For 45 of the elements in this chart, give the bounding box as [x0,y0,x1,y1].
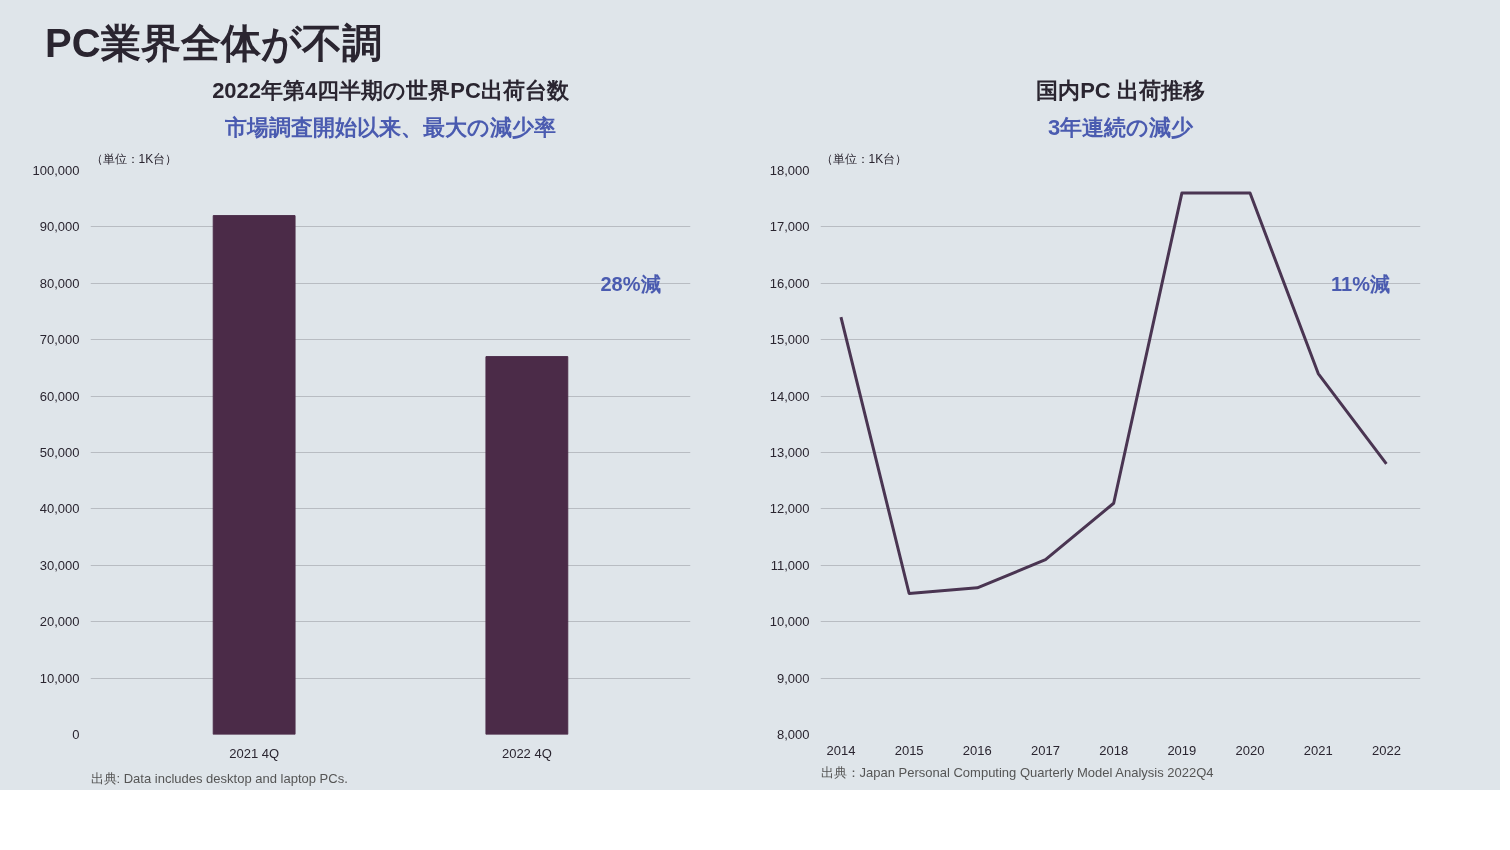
annotation: 11%減 [1331,272,1390,295]
y-tick-label: 18,000 [769,163,810,178]
y-tick-label: 80,000 [39,275,80,291]
y-axis-title: （単位：1K台） [820,151,908,166]
y-tick-label: 0 [72,727,80,742]
x-tick-label: 2015 [894,742,924,758]
y-tick-label: 8,000 [776,727,810,742]
y-tick-label: 10,000 [39,670,80,686]
x-tick-label: 2019 [1167,742,1197,758]
x-tick-label: 2022 4Q [501,745,552,761]
line-series [839,191,1388,595]
x-tick-label: 2018 [1099,742,1129,758]
y-tick-label: 50,000 [39,445,80,460]
chart-subtitle: 市場調査開始以来、最大の減少率 [224,114,556,140]
x-tick-label: 2021 [1303,742,1333,758]
y-tick-label: 15,000 [769,332,810,348]
x-tick-label: 2020 [1235,742,1265,758]
text: PC業界全体が不調 [45,20,382,67]
y-tick-label: 90,000 [39,219,80,235]
x-tick-label: 2021 4Q [229,745,280,761]
y-tick-label: 20,000 [39,614,80,630]
x-tick-label: 2014 [826,742,856,758]
x-tick-label: 2017 [1031,742,1060,758]
y-tick-label: 9,000 [776,670,810,686]
y-tick-label: 11,000 [770,557,810,573]
chart-title: 国内PC 出荷推移 [1036,77,1205,103]
y-tick-label: 14,000 [769,388,810,404]
y-axis-title: （単位：1K台） [90,151,178,166]
y-tick-label: 10,000 [769,614,810,630]
source-note: 出典: Data includes desktop and laptop PCs. [90,770,348,786]
y-tick-label: 40,000 [39,501,80,517]
chart-subtitle: 3年連続の減少 [1047,114,1195,140]
x-tick-label: 2016 [962,742,992,758]
x-tick-label: 2022 [1371,742,1401,758]
annotation: 28%減 [600,272,661,295]
y-tick-label: 30,000 [39,557,80,573]
y-tick-label: 60,000 [39,388,80,404]
y-tick-label: 100,000 [32,163,80,178]
y-tick-label: 16,000 [769,275,810,291]
chart-title: 2022年第4四半期の世界PC出荷台数 [212,77,570,103]
source-note: 出典：Japan Personal Computing Quarterly Model Analysis 2022Q4 [820,764,1214,780]
y-tick-label: 17,000 [769,219,810,235]
y-tick-label: 12,000 [769,501,810,517]
y-tick-label: 13,000 [769,445,810,460]
y-tick-label: 70,000 [39,332,80,348]
